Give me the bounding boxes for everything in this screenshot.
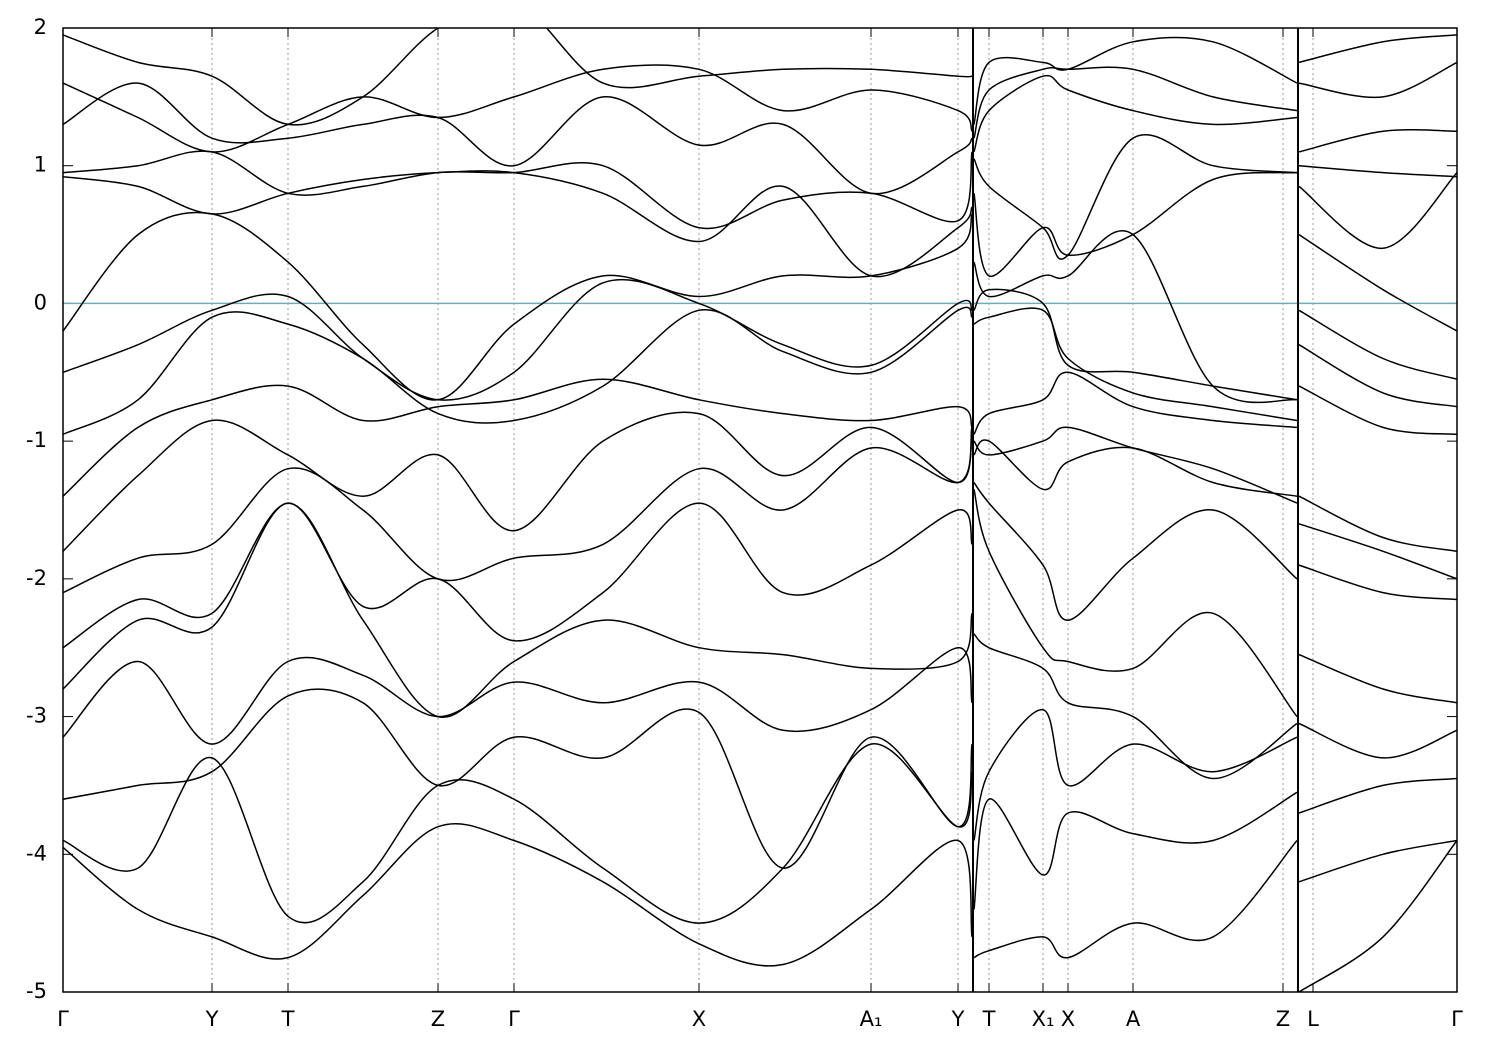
band-line — [63, 74, 1457, 195]
band-line — [63, 411, 1457, 553]
x-tick-label: Y — [951, 1007, 965, 1031]
band-line — [63, 823, 1457, 992]
band-line — [63, 371, 1457, 497]
x-tick-label: T — [281, 1007, 295, 1031]
y-tick-label: -3 — [26, 704, 47, 728]
x-tick-label: Y — [205, 1007, 219, 1031]
band-line — [63, 633, 1457, 780]
y-tick-label: -2 — [26, 566, 47, 590]
x-tick-label: A — [1126, 1007, 1141, 1031]
x-tick-label: Z — [431, 1007, 445, 1031]
x-tick-label: T — [982, 1007, 996, 1031]
x-tick-label: X — [692, 1007, 706, 1031]
band-line — [63, 427, 1457, 594]
x-tick-label: Γ — [1451, 1007, 1463, 1031]
band-line — [63, 28, 1457, 126]
band-line — [63, 482, 1457, 649]
y-tick-label: 1 — [34, 153, 47, 177]
x-tick-label: L — [1307, 1007, 1319, 1031]
y-tick-label: 2 — [34, 15, 47, 39]
y-tick-label: -1 — [26, 428, 47, 452]
x-tick-label: Γ — [57, 1007, 69, 1031]
x-tick-label: A₁ — [860, 1007, 883, 1031]
bands — [63, 28, 1457, 992]
plot-frame — [62, 27, 1458, 993]
band-line — [63, 61, 1457, 153]
band-line — [63, 306, 1457, 435]
x-tick-label: X₁ — [1032, 1007, 1055, 1031]
y-tick-label: 0 — [34, 290, 47, 314]
y-tick-label: -5 — [26, 979, 47, 1003]
x-tick-label: Z — [1276, 1007, 1290, 1031]
y-tick-label: -4 — [26, 841, 47, 865]
band-line — [63, 489, 1457, 718]
x-tick-label: X — [1061, 1007, 1075, 1031]
band-line — [63, 743, 1457, 924]
x-tick-label: Γ — [508, 1007, 520, 1031]
band-line — [63, 688, 1457, 869]
